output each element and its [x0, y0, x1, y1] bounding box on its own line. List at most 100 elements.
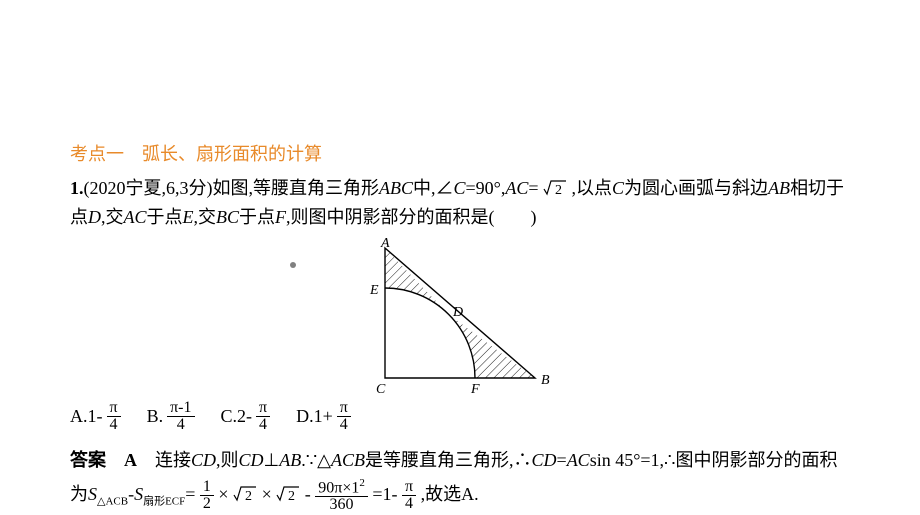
- t10: 于点: [239, 207, 275, 227]
- a-res: =1-: [372, 484, 397, 504]
- t4: ,以点: [572, 178, 613, 198]
- pt-C: C: [612, 178, 624, 198]
- topic-heading: 考点一 弧长、扇形面积的计算: [70, 140, 850, 166]
- t5: 为圆心画弧与斜边: [624, 178, 768, 198]
- figure-container: A E D C F B: [70, 238, 850, 398]
- q-source: (2020宁夏,6,3分): [84, 178, 213, 198]
- choice-B-num: π-1: [167, 400, 194, 417]
- a-mul1: ×: [218, 484, 228, 504]
- a-eq2: =: [185, 484, 195, 504]
- a-cd: CD: [191, 450, 216, 470]
- question-stem: 1.(2020宁夏,6,3分)如图,等腰直角三角形ABC中,∠C=90°,AC=…: [70, 174, 850, 232]
- choice-A-den: 4: [107, 417, 121, 433]
- label-F: F: [470, 382, 480, 397]
- a-t1: 连接: [155, 450, 191, 470]
- choice-D-num: π: [337, 400, 351, 417]
- a-sub-fan: 扇形ECF: [143, 495, 185, 507]
- answer-label: 答案: [70, 450, 106, 470]
- sqrt2-icon: 2: [543, 179, 567, 197]
- seg-AC2: AC: [124, 207, 147, 227]
- a-frac1: 1 2: [200, 479, 214, 512]
- choice-A: A.1- π 4: [70, 400, 121, 433]
- label-B: B: [541, 373, 550, 388]
- a-sub-tri: △ACB: [97, 495, 128, 507]
- choice-D: D.1+ π 4: [296, 400, 351, 433]
- a-t3: ⊥: [264, 450, 280, 470]
- choice-C-den: 4: [256, 417, 270, 433]
- a-frac2: 90π×12 360: [315, 478, 368, 513]
- svg-text:2: 2: [555, 183, 562, 197]
- triangle-ABC: ABC: [379, 178, 413, 198]
- a-cd3: CD: [532, 450, 557, 470]
- choice-C: C.2- π 4: [221, 400, 271, 433]
- choice-C-frac: π 4: [256, 400, 270, 433]
- pt-E: E: [183, 207, 194, 227]
- choice-B-den: 4: [174, 417, 188, 433]
- a-r2b: 2: [276, 484, 305, 504]
- pt-F: F: [275, 207, 286, 227]
- a-f2d: 360: [327, 497, 357, 513]
- choice-B-lead: B.: [147, 406, 164, 427]
- a-f2n: 90π×12: [315, 478, 368, 497]
- t9: ,交: [194, 207, 217, 227]
- slide-page: 考点一 弧长、扇形面积的计算 1.(2020宁夏,6,3分)如图,等腰直角三角形…: [0, 0, 920, 515]
- choice-C-num: π: [256, 400, 270, 417]
- a-t7: sin 45°=1,∴图中阴影部分的面积: [590, 450, 838, 470]
- a-S1: S: [88, 484, 97, 504]
- a-S2: S: [134, 484, 143, 504]
- blank-paren: ( ): [489, 207, 537, 227]
- choice-A-num: π: [107, 400, 121, 417]
- triangle-figure: A E D C F B: [345, 238, 575, 398]
- svg-text:2: 2: [288, 489, 295, 503]
- a-cd2: CD: [239, 450, 264, 470]
- a-frac3: π 4: [402, 479, 416, 512]
- angle-C: C: [454, 178, 466, 198]
- t3: =90°,: [466, 178, 506, 198]
- choice-C-lead: C.2-: [221, 406, 253, 427]
- a-f1d: 2: [200, 496, 214, 512]
- bullet-icon: [290, 262, 296, 268]
- sqrt2-icon-3: 2: [276, 485, 300, 503]
- a-mul2: ×: [262, 484, 272, 504]
- choice-A-lead: A.1-: [70, 406, 103, 427]
- t8: 于点: [147, 207, 183, 227]
- sqrt2-icon-2: 2: [233, 485, 257, 503]
- choice-A-frac: π 4: [107, 400, 121, 433]
- choice-B-frac: π-1 4: [167, 400, 194, 433]
- pt-D: D: [88, 207, 101, 227]
- seg-AB: AB: [768, 178, 790, 198]
- a-f1n: 1: [200, 479, 214, 496]
- a-acb: ACB: [331, 450, 365, 470]
- a-tail: ,故选A.: [421, 484, 479, 504]
- label-D: D: [452, 305, 463, 320]
- a-ac: AC: [567, 450, 590, 470]
- t7: ,交: [101, 207, 124, 227]
- a-ab: AB: [279, 450, 301, 470]
- a-t4: .∵△: [301, 450, 331, 470]
- seg-AC: AC: [505, 178, 528, 198]
- choice-B: B. π-1 4: [147, 400, 195, 433]
- answer-key: A: [124, 450, 137, 470]
- choice-D-den: 4: [337, 417, 351, 433]
- a-f3d: 4: [402, 496, 416, 512]
- choice-row: A.1- π 4 B. π-1 4 C.2- π 4 D.1+ π 4: [70, 400, 850, 433]
- choice-D-frac: π 4: [337, 400, 351, 433]
- t1: 如图,等腰直角三角形: [213, 178, 380, 198]
- label-A: A: [380, 238, 390, 251]
- t11: ,则图中阴影部分的面积是: [286, 207, 489, 227]
- a-t6: =: [557, 450, 567, 470]
- sqrt2: 2: [539, 178, 572, 198]
- t-eq: =: [528, 178, 538, 198]
- a-t2: ,则: [216, 450, 239, 470]
- q-number: 1.: [70, 178, 84, 198]
- svg-text:2: 2: [245, 489, 252, 503]
- a-f3n: π: [402, 479, 416, 496]
- seg-BC: BC: [216, 207, 239, 227]
- answer-block: 答案 A 连接CD,则CD⊥AB.∵△ACB是等腰直角三角形,∴CD=ACsin…: [70, 443, 850, 514]
- a-minus2: -: [305, 484, 316, 504]
- t2: 中,∠: [413, 178, 454, 198]
- a-wei: 为: [70, 484, 88, 504]
- choice-D-lead: D.1+: [296, 406, 333, 427]
- a-r2a: 2: [233, 484, 262, 504]
- a-t5: 是等腰直角三角形,∴: [365, 450, 532, 470]
